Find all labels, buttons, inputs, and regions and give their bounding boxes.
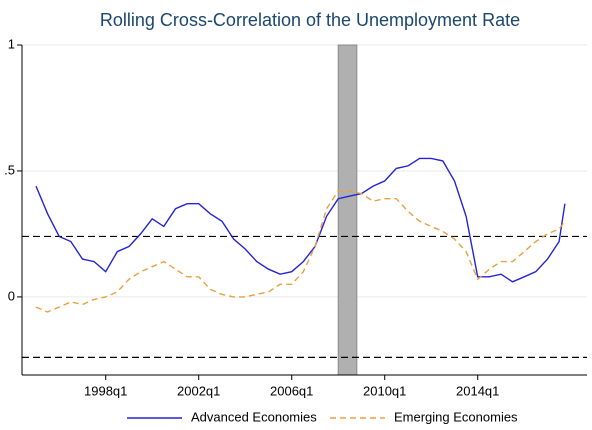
legend-label: Advanced Economies (191, 409, 317, 424)
x-tick-label: 2010q1 (363, 383, 406, 398)
x-tick-label: 1998q1 (84, 383, 127, 398)
series-line (35, 190, 566, 313)
legend-label: Emerging Economies (394, 409, 518, 424)
x-tick-label: 2002q1 (177, 383, 220, 398)
y-tick-label: 0 (8, 288, 15, 303)
y-tick-label: 1 (8, 36, 15, 51)
chart-title: Rolling Cross-Correlation of the Unemplo… (100, 10, 520, 30)
shaded-region (337, 44, 358, 376)
series-line (35, 157, 566, 283)
x-tick-label: 2006q1 (270, 383, 313, 398)
x-tick-label: 2014q1 (456, 383, 499, 398)
y-tick-label: .5 (4, 162, 15, 177)
